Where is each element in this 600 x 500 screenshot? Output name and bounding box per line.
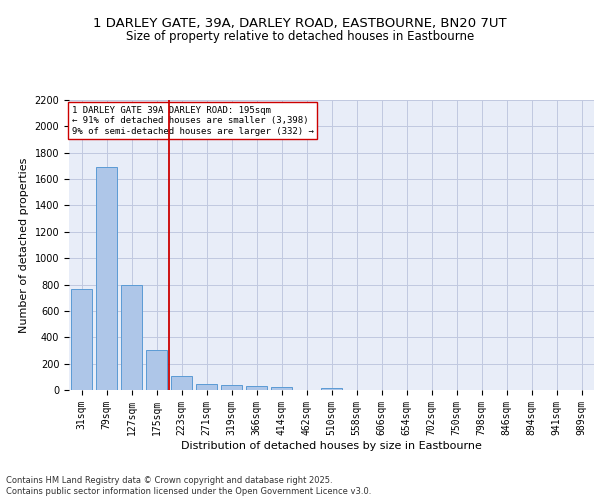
Bar xyxy=(221,385,242,390)
Y-axis label: Number of detached properties: Number of detached properties xyxy=(19,158,29,332)
Bar xyxy=(121,284,142,390)
Bar xyxy=(96,167,117,390)
Bar xyxy=(246,386,267,390)
Text: Contains public sector information licensed under the Open Government Licence v3: Contains public sector information licen… xyxy=(6,487,371,496)
Bar xyxy=(321,388,342,390)
Bar xyxy=(196,384,217,390)
Bar xyxy=(146,350,167,390)
X-axis label: Distribution of detached houses by size in Eastbourne: Distribution of detached houses by size … xyxy=(181,440,482,450)
Bar xyxy=(71,288,92,390)
Text: Contains HM Land Registry data © Crown copyright and database right 2025.: Contains HM Land Registry data © Crown c… xyxy=(6,476,332,485)
Bar xyxy=(171,376,192,390)
Text: Size of property relative to detached houses in Eastbourne: Size of property relative to detached ho… xyxy=(126,30,474,43)
Text: 1 DARLEY GATE, 39A, DARLEY ROAD, EASTBOURNE, BN20 7UT: 1 DARLEY GATE, 39A, DARLEY ROAD, EASTBOU… xyxy=(93,18,507,30)
Text: 1 DARLEY GATE 39A DARLEY ROAD: 195sqm
← 91% of detached houses are smaller (3,39: 1 DARLEY GATE 39A DARLEY ROAD: 195sqm ← … xyxy=(71,106,314,136)
Bar xyxy=(271,388,292,390)
